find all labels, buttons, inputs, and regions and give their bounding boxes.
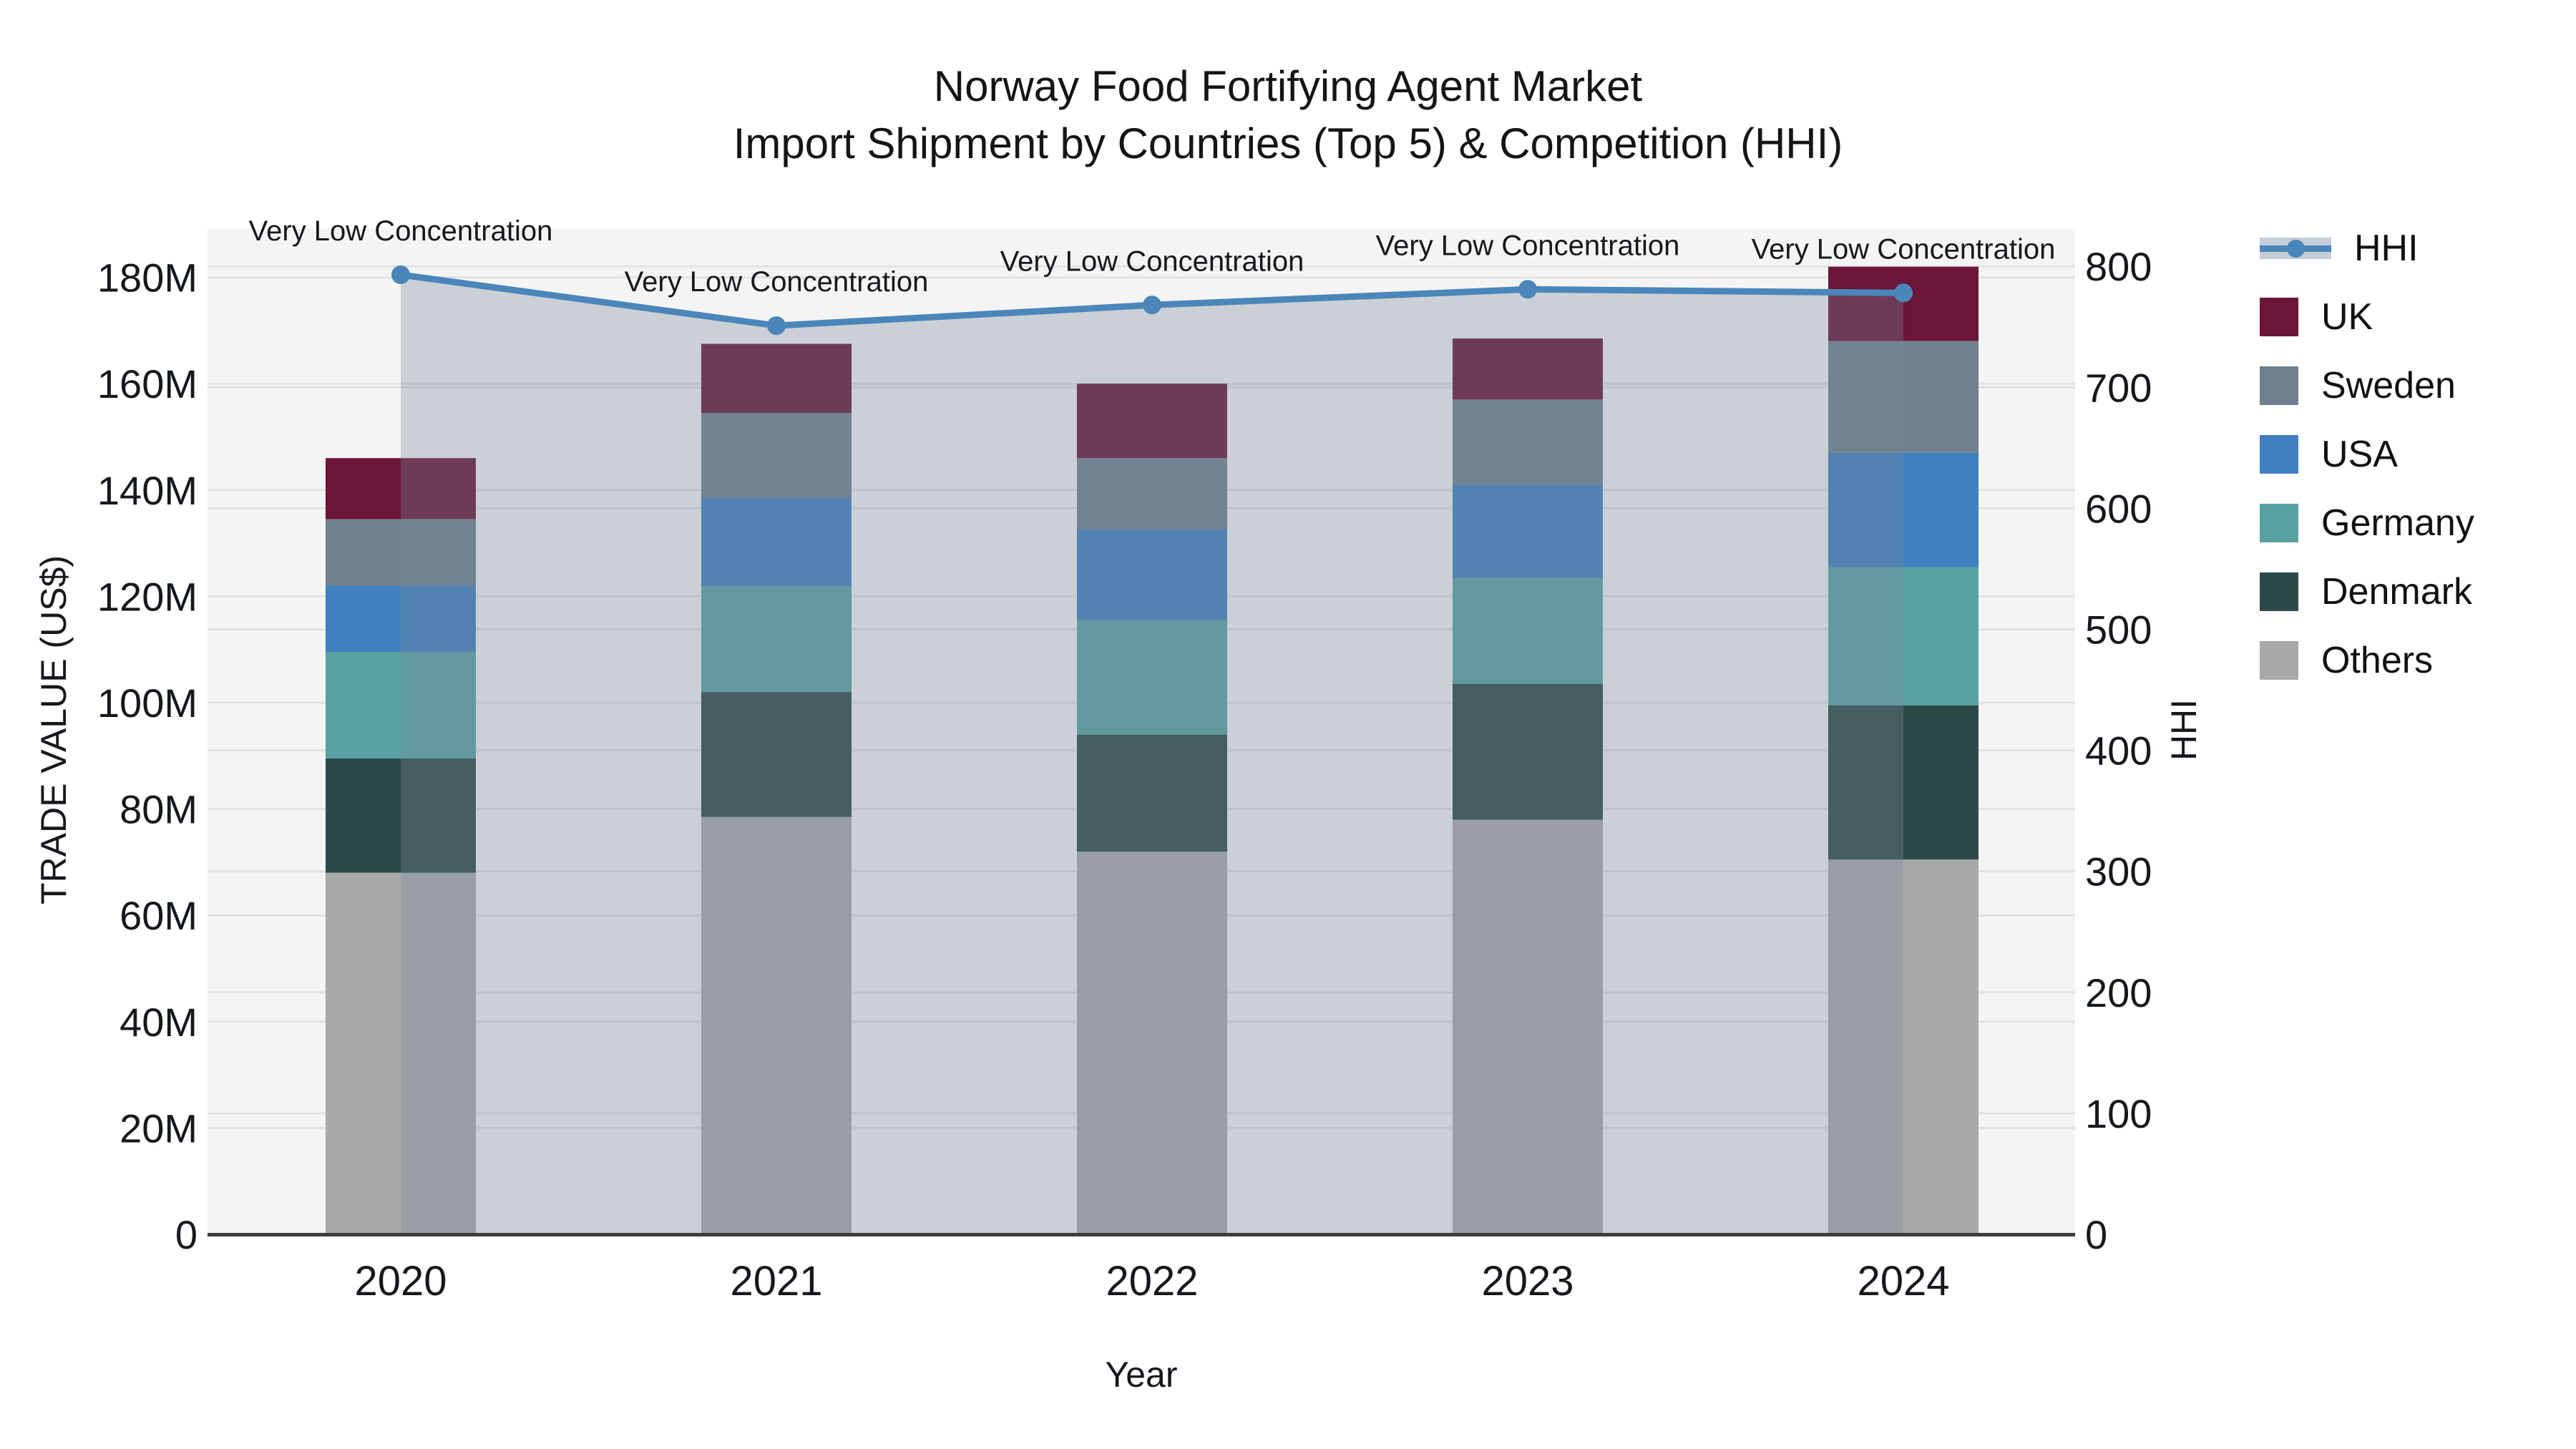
bar-segment-germany-2020 xyxy=(326,652,476,758)
x-tick-label-2022: 2022 xyxy=(1106,1258,1198,1304)
y-left-tick-label-100M: 100M xyxy=(97,680,197,726)
bar-segment-sweden-2024 xyxy=(1828,341,1979,453)
bar-segment-denmark-2023 xyxy=(1453,684,1603,820)
legend: HHI UK Sweden USA Germany Denmark Others xyxy=(2260,228,2474,681)
germany-swatch-icon xyxy=(2260,504,2298,542)
legend-label-denmark: Denmark xyxy=(2321,571,2472,613)
bar-segment-usa-2024 xyxy=(1828,452,1979,567)
legend-label-others: Others xyxy=(2321,640,2434,681)
y-right-tick-label-500: 500 xyxy=(2085,608,2152,653)
y-left-tick-label-40M: 40M xyxy=(119,1000,197,1045)
bar-segment-others-2023 xyxy=(1453,819,1603,1234)
uk-swatch-icon xyxy=(2260,298,2298,336)
y-right-tick-label-800: 800 xyxy=(2085,244,2152,289)
y-axis-left-title: TRADE VALUE (US$) xyxy=(34,555,74,905)
annotation-2022: Very Low Concentration xyxy=(1000,245,1304,277)
legend-item-sweden: Sweden xyxy=(2260,365,2474,406)
hhi-marker-2024 xyxy=(1894,283,1913,303)
hhi-marker-2023 xyxy=(1518,280,1537,299)
bar-segment-usa-2021 xyxy=(701,497,852,586)
legend-label-uk: UK xyxy=(2321,296,2373,338)
bar-segment-germany-2021 xyxy=(701,585,852,693)
hhi-marker-2020 xyxy=(391,265,410,284)
legend-item-germany: Germany xyxy=(2260,502,2474,544)
bar-segment-usa-2023 xyxy=(1453,484,1603,578)
legend-item-denmark: Denmark xyxy=(2260,571,2474,613)
denmark-swatch-icon xyxy=(2260,572,2298,611)
x-tick-label-2021: 2021 xyxy=(730,1258,822,1304)
bar-segment-uk-2020 xyxy=(326,458,476,519)
y-axis-right-title: HHI xyxy=(2164,698,2204,761)
y-right-tick-label-0: 0 xyxy=(2085,1212,2107,1257)
x-tick-label-2023: 2023 xyxy=(1481,1258,1574,1304)
bar-segment-denmark-2020 xyxy=(326,758,476,873)
annotation-2023: Very Low Concentration xyxy=(1376,230,1680,261)
y-left-tick-label-180M: 180M xyxy=(97,255,197,301)
legend-label-usa: USA xyxy=(2321,434,2398,475)
y-right-tick-label-200: 200 xyxy=(2085,970,2152,1015)
hhi-area-fill xyxy=(401,275,1903,1233)
y-left-tick-label-140M: 140M xyxy=(97,468,197,513)
annotation-2020: Very Low Concentration xyxy=(249,215,553,247)
legend-item-hhi: HHI xyxy=(2260,228,2474,269)
legend-item-usa: USA xyxy=(2260,434,2474,475)
bar-segment-sweden-2020 xyxy=(326,519,476,586)
bar-segment-others-2020 xyxy=(326,872,476,1234)
bar-segment-others-2024 xyxy=(1828,859,1979,1234)
y-right-tick-label-600: 600 xyxy=(2085,486,2152,531)
y-left-tick-label-0: 0 xyxy=(175,1212,197,1257)
annotation-2021: Very Low Concentration xyxy=(625,266,929,298)
bar-segment-usa-2020 xyxy=(326,585,476,653)
y-left-tick-label-120M: 120M xyxy=(97,574,197,619)
hhi-marker-2021 xyxy=(767,316,786,336)
chart-title-line-1: Norway Food Fortifying Agent Market xyxy=(933,62,1643,110)
chart-title-line-2: Import Shipment by Countries (Top 5) & C… xyxy=(733,119,1843,167)
y-left-tick-label-80M: 80M xyxy=(119,787,197,832)
legend-item-others: Others xyxy=(2260,640,2474,681)
y-right-tick-label-400: 400 xyxy=(2085,728,2152,774)
y-left-tick-label-60M: 60M xyxy=(119,893,197,938)
bar-segment-denmark-2024 xyxy=(1828,705,1979,860)
y-right-tick-label-700: 700 xyxy=(2085,365,2152,410)
legend-item-uk: UK xyxy=(2260,296,2474,338)
y-right-tick-label-300: 300 xyxy=(2085,849,2152,894)
bar-segment-others-2022 xyxy=(1077,852,1227,1234)
bar-segment-germany-2023 xyxy=(1453,577,1603,684)
x-tick-label-2024: 2024 xyxy=(1857,1258,1949,1304)
bar-segment-usa-2022 xyxy=(1077,530,1227,620)
hhi-marker-2022 xyxy=(1143,296,1161,315)
usa-swatch-icon xyxy=(2260,435,2298,474)
bar-segment-uk-2024 xyxy=(1828,266,1979,341)
legend-label-sweden: Sweden xyxy=(2321,365,2456,406)
y-left-tick-label-160M: 160M xyxy=(97,361,197,406)
bar-segment-sweden-2023 xyxy=(1453,399,1603,485)
legend-label-hhi: HHI xyxy=(2354,228,2419,269)
bar-segment-others-2021 xyxy=(701,816,852,1234)
y-left-tick-label-20M: 20M xyxy=(119,1106,197,1151)
x-tick-label-2020: 2020 xyxy=(354,1258,447,1304)
others-swatch-icon xyxy=(2260,641,2298,680)
bar-segment-denmark-2022 xyxy=(1077,734,1227,852)
bar-segment-denmark-2021 xyxy=(701,692,852,817)
bar-segment-uk-2023 xyxy=(1453,338,1603,400)
bar-segment-uk-2021 xyxy=(701,343,852,414)
annotation-2024: Very Low Concentration xyxy=(1752,233,2056,265)
y-right-tick-label-100: 100 xyxy=(2085,1091,2152,1136)
bar-segment-uk-2022 xyxy=(1077,384,1227,459)
bar-segment-germany-2022 xyxy=(1077,620,1227,735)
hhi-line-swatch-icon xyxy=(2260,235,2331,261)
x-axis-title: Year xyxy=(1105,1355,1178,1395)
legend-label-germany: Germany xyxy=(2321,502,2474,544)
bar-segment-sweden-2021 xyxy=(701,413,852,498)
bar-segment-sweden-2022 xyxy=(1077,458,1227,530)
sweden-swatch-icon xyxy=(2260,366,2298,405)
bar-segment-germany-2024 xyxy=(1828,567,1979,706)
x-axis-line xyxy=(208,1233,2075,1236)
